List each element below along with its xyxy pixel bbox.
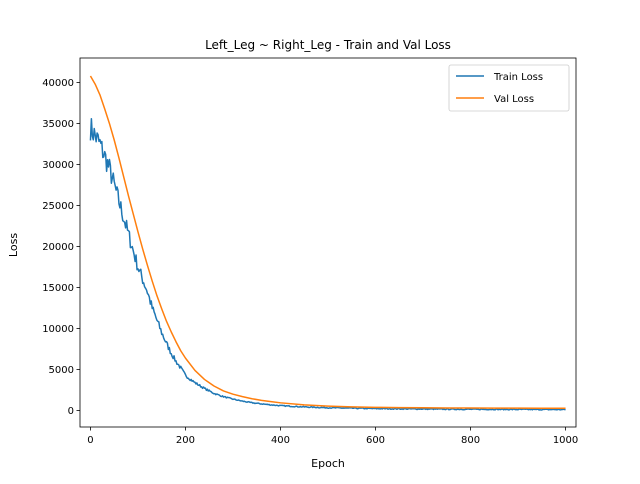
x-tick-label: 800 [461, 435, 480, 446]
x-axis-label: Epoch [311, 457, 345, 470]
series-line-train-loss [89, 117, 566, 411]
y-tick-label: 0 [68, 406, 74, 417]
y-axis-label: Loss [7, 233, 20, 257]
y-tick-label: 30000 [42, 160, 74, 171]
y-tick-label: 40000 [42, 78, 74, 89]
x-tick-label: 1000 [553, 435, 578, 446]
legend: Train Loss Val Loss [448, 64, 570, 112]
series-line-val-loss [89, 75, 566, 410]
chart-title: Left_Leg ~ Right_Leg - Train and Val Los… [205, 38, 451, 52]
x-tick-label: 0 [87, 435, 93, 446]
y-tick-label: 15000 [42, 283, 74, 294]
axes-frame [79, 57, 577, 428]
y-tick-label: 20000 [42, 242, 74, 253]
legend-entry: Train Loss [493, 72, 543, 83]
y-axis: 0 5000 10000 15000 20000 25000 30000 35000 40000 [42, 78, 80, 417]
x-tick-label: 200 [176, 435, 195, 446]
y-tick-label: 35000 [42, 119, 74, 130]
plot-area [79, 57, 577, 428]
y-tick-label: 5000 [49, 365, 74, 376]
legend-entry: Val Loss [494, 94, 534, 105]
x-tick-label: 600 [366, 435, 385, 446]
x-axis: 0 200 400 600 800 1000 [87, 427, 578, 446]
y-tick-label: 25000 [42, 201, 74, 212]
y-tick-label: 10000 [42, 324, 74, 335]
x-tick-label: 400 [271, 435, 290, 446]
